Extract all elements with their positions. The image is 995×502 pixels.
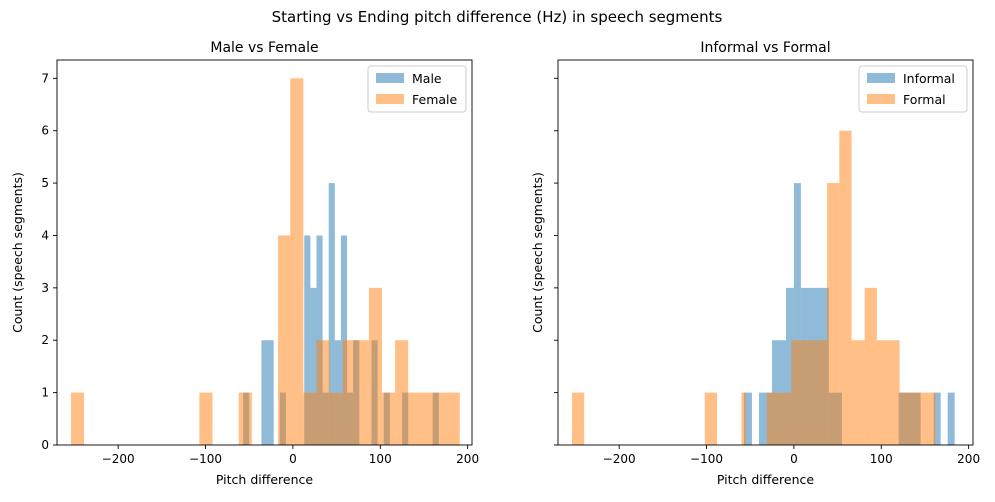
- x-tick-label: 200: [957, 452, 980, 466]
- bar-female-13: [408, 393, 420, 445]
- x-tick-label: −200: [603, 452, 636, 466]
- x-tick-label: 100: [870, 452, 893, 466]
- x-tick-label: 0: [790, 452, 798, 466]
- y-tick-label: 2: [41, 333, 49, 347]
- y-tick-label: 7: [41, 71, 49, 85]
- bar-female-9: [356, 340, 369, 445]
- bar-female-16: [447, 393, 460, 445]
- bar-female-8: [343, 340, 356, 445]
- plot-frame: [558, 60, 973, 445]
- bar-formal-0: [572, 393, 584, 445]
- legend-label-female: Female: [412, 92, 458, 107]
- bar-female-10: [369, 288, 382, 445]
- bar-formal-2: [741, 393, 745, 445]
- bar-formal-8: [865, 288, 877, 445]
- bar-female-14: [420, 393, 433, 445]
- chart-panel-1: −200 −100 0 100 200 0 1 2 3 4 5 6 7 Male vs Female Pit…: [10, 40, 479, 487]
- y-tick-label: 5: [41, 176, 49, 190]
- legend-swatch-formal: [867, 94, 895, 104]
- bar-formal-3: [767, 393, 791, 445]
- bar-male-1: [261, 340, 273, 445]
- legend-swatch-male: [376, 73, 404, 83]
- chart-title: Male vs Female: [210, 40, 318, 56]
- bar-female-5: [303, 393, 316, 445]
- legend: Male Female: [368, 66, 466, 112]
- axes-layer: −200 −100 0 100 200 0 1 2 3 4 5 6 7 Male vs Female Pit…: [10, 40, 980, 487]
- y-tick-label: 6: [41, 124, 49, 138]
- x-tick-label: 100: [369, 452, 392, 466]
- x-axis-label: Pitch difference: [216, 472, 313, 487]
- bar-formal-7: [852, 340, 865, 445]
- x-tick-label: 0: [289, 452, 297, 466]
- bar-formal-9: [877, 340, 900, 445]
- bar-informal-9: [948, 393, 955, 445]
- bar-female-7: [330, 393, 343, 445]
- x-tick-label: −200: [102, 452, 135, 466]
- legend-swatch-informal: [867, 73, 895, 83]
- bar-formal-1: [705, 393, 717, 445]
- legend-swatch-female: [376, 94, 404, 104]
- bar-female-6: [316, 340, 329, 445]
- chart-panel-2: −200 −100 0 100 200 Informal vs Formal Pitch d…: [530, 40, 980, 487]
- legend: Informal Formal: [859, 66, 967, 112]
- bar-female-15: [434, 393, 447, 445]
- bar-female-3: [278, 235, 290, 445]
- x-axis-label: Pitch difference: [717, 472, 814, 487]
- y-tick-label: 1: [41, 386, 49, 400]
- y-axis-label: Count (speech segments): [10, 172, 25, 333]
- y-tick-label: 0: [41, 438, 49, 452]
- y-tick-label: 3: [41, 281, 49, 295]
- figure-title: Starting vs Ending pitch difference (Hz)…: [272, 8, 723, 26]
- x-tick-label: −100: [690, 452, 723, 466]
- chart-title: Informal vs Formal: [700, 40, 830, 56]
- bar-female-11: [382, 393, 395, 445]
- legend-label-formal: Formal: [903, 92, 946, 107]
- legend-label-male: Male: [412, 71, 442, 86]
- bar-formal-10: [900, 393, 924, 445]
- y-axis-label: Count (speech segments): [530, 172, 545, 333]
- bar-female-0: [71, 393, 84, 445]
- bar-female-1: [199, 393, 212, 445]
- x-tick-label: −100: [189, 452, 222, 466]
- bar-formal-4: [791, 340, 827, 445]
- bar-formal-6: [839, 131, 851, 445]
- bar-female-4: [290, 78, 303, 445]
- x-tick-label: 200: [456, 452, 479, 466]
- bar-formal-11: [923, 393, 935, 445]
- bar-female-12: [395, 340, 408, 445]
- bar-formal-5: [827, 183, 839, 445]
- legend-label-informal: Informal: [903, 71, 955, 86]
- bar-female-2: [239, 393, 252, 445]
- y-tick-label: 4: [41, 228, 49, 242]
